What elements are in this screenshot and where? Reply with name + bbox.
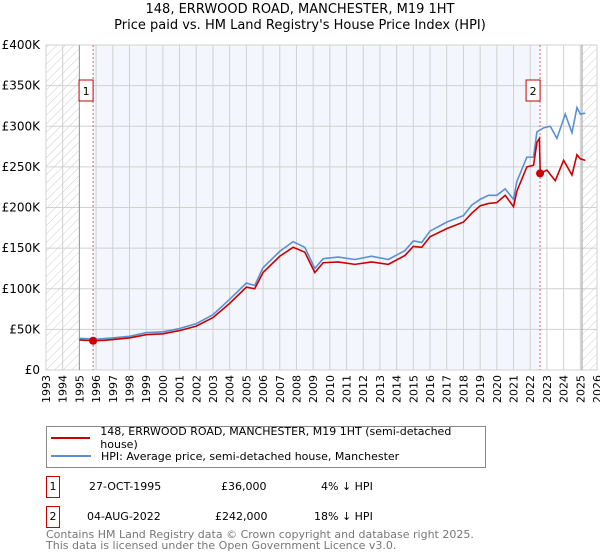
- y-tick-label: £0: [25, 363, 40, 377]
- sale-label: 1: [83, 85, 90, 98]
- x-tick-label: 2012: [357, 375, 370, 403]
- marker-badge: 1: [46, 476, 60, 498]
- transaction-row: 1 27-OCT-1995 £36,000 4% ↓ HPI: [46, 476, 446, 498]
- sale-point: [536, 169, 545, 178]
- sale-date: 27-OCT-1995: [89, 480, 162, 493]
- transaction-row: 2 04-AUG-2022 £242,000 18% ↓ HPI: [46, 506, 446, 528]
- x-tick-label: 2013: [374, 375, 387, 403]
- x-tick-label: 2016: [424, 375, 437, 403]
- x-tick-label: 2011: [341, 375, 354, 403]
- x-tick-label: 2019: [474, 375, 487, 403]
- x-tick-label: 2006: [257, 375, 270, 403]
- x-tick-label: 2018: [457, 375, 470, 403]
- x-tick-label: 1997: [107, 375, 120, 403]
- x-tick-label: 2022: [524, 375, 537, 403]
- y-tick-label: £200K: [2, 201, 42, 215]
- x-tick-label: 2007: [274, 375, 287, 403]
- sale-label: 2: [530, 85, 537, 98]
- legend-item-hpi: HPI: Average price, semi-detached house,…: [47, 447, 399, 465]
- x-tick-label: 2004: [224, 375, 237, 403]
- x-tick-label: 2009: [307, 375, 320, 403]
- x-tick-label: 1996: [90, 375, 103, 403]
- y-tick-label: £250K: [2, 160, 42, 174]
- y-tick-label: £100K: [2, 282, 42, 296]
- x-tick-label: 1995: [73, 375, 86, 403]
- x-tick-label: 2010: [324, 375, 337, 403]
- y-tick-label: £150K: [2, 241, 42, 255]
- chart-subtitle: Price paid vs. HM Land Registry's House …: [114, 18, 486, 33]
- footer-line-2: This data is licensed under the Open Gov…: [46, 539, 397, 552]
- x-tick-label: 2023: [541, 375, 554, 403]
- sale-label-box: [78, 79, 94, 102]
- y-tick-label: £50K: [9, 322, 41, 336]
- x-tick-label: 2025: [574, 375, 587, 403]
- hpi-diff: 18% ↓ HPI: [314, 510, 373, 523]
- x-tick-label: 2003: [207, 375, 220, 403]
- x-tick-label: 1993: [40, 375, 53, 403]
- x-tick-label: 2005: [240, 375, 253, 403]
- legend-label: HPI: Average price, semi-detached house,…: [101, 449, 400, 463]
- hpi-line: [79, 105, 586, 340]
- x-tick-label: 2026: [591, 375, 600, 403]
- legend: 148, ERRWOOD ROAD, MANCHESTER, M19 1HT (…: [46, 425, 486, 468]
- sale-price: £242,000: [215, 510, 268, 523]
- x-tick-label: 2021: [508, 375, 521, 403]
- x-tick-label: 2002: [190, 375, 203, 403]
- chart-title: 148, ERRWOOD ROAD, MANCHESTER, M19 1HT: [145, 2, 455, 17]
- y-tick-label: £350K: [2, 79, 42, 93]
- footer-line-1: Contains HM Land Registry data © Crown c…: [46, 528, 474, 541]
- x-tick-label: 2014: [391, 375, 404, 403]
- y-tick-label: £300K: [2, 119, 42, 133]
- x-tick-label: 1998: [123, 375, 136, 403]
- sale-point: [89, 336, 98, 345]
- x-tick-label: 2020: [491, 375, 504, 403]
- x-tick-label: 2008: [290, 375, 303, 403]
- sale-label-box: [525, 79, 541, 102]
- x-tick-label: 2015: [407, 375, 420, 403]
- legend-item-price: 148, ERRWOOD ROAD, MANCHESTER, M19 1HT (…: [47, 425, 485, 451]
- x-tick-label: 1999: [140, 375, 153, 403]
- x-tick-label: 2017: [441, 375, 454, 403]
- y-tick-label: £400K: [2, 38, 42, 52]
- chart: 1993 1994 1995 1996 1997 1998 1999 2000 2001 2002…: [2, 38, 600, 403]
- x-tick-label: 2000: [157, 375, 170, 403]
- price-paid-line: [79, 135, 586, 342]
- x-tick-label: 1994: [57, 375, 70, 403]
- sale-price: £36,000: [221, 480, 267, 493]
- marker-badge: 2: [46, 506, 60, 528]
- x-tick-label: 2024: [558, 375, 571, 403]
- x-tick-label: 2001: [174, 375, 187, 403]
- legend-label: 148, ERRWOOD ROAD, MANCHESTER, M19 1HT (…: [100, 425, 452, 451]
- hpi-diff: 4% ↓ HPI: [321, 480, 373, 493]
- sale-date: 04-AUG-2022: [87, 510, 161, 523]
